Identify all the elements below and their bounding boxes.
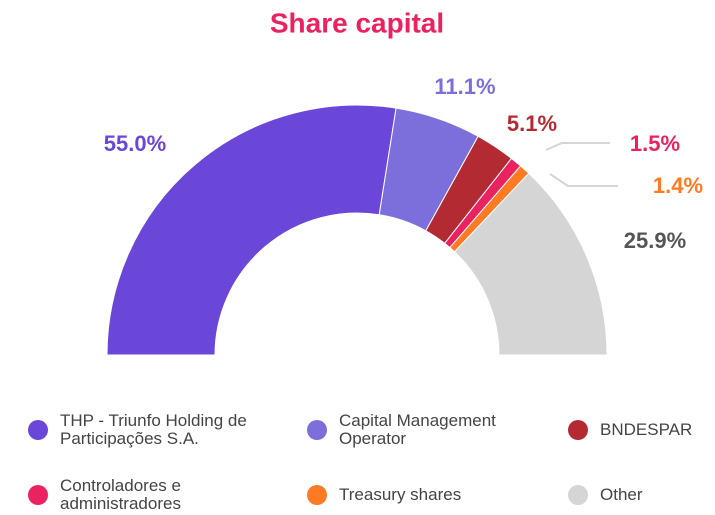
data-label: 55.0% — [104, 131, 166, 156]
legend-label: Controladores e administradores — [60, 476, 181, 513]
legend-swatch — [307, 420, 327, 440]
legend-label: THP - Triunfo Holding de Participações S… — [60, 411, 247, 448]
data-label: 1.5% — [630, 131, 680, 156]
data-label: 11.1% — [434, 74, 495, 99]
legend-label: Other — [600, 485, 643, 504]
data-label: 5.1% — [507, 111, 557, 136]
legend-swatch — [307, 485, 327, 505]
chart-title: Share capital — [270, 7, 444, 38]
leader-line — [549, 173, 618, 187]
data-label: 1.4% — [653, 173, 703, 198]
legend-item: Capital Management Operator — [307, 412, 547, 448]
legend-label: Capital Management Operator — [339, 411, 496, 448]
legend-item: THP - Triunfo Holding de Participações S… — [28, 412, 268, 448]
legend-swatch — [28, 485, 48, 505]
data-label: 25.9% — [624, 228, 686, 253]
legend-label: Treasury shares — [339, 485, 462, 504]
leader-line — [545, 142, 610, 151]
legend-item: Other — [568, 477, 708, 505]
chart-svg: Share capital 55.0% 11.1% 5.1% 1.5% 1.4% 25.9… — [104, 7, 703, 356]
legend-item: BNDESPAR — [568, 412, 708, 440]
slice — [453, 172, 608, 356]
legend-swatch — [568, 420, 588, 440]
slice — [106, 104, 397, 356]
legend-swatch — [28, 420, 48, 440]
legend-item: Controladores e administradores — [28, 477, 268, 513]
legend-label: BNDESPAR — [600, 420, 693, 439]
legend-item: Treasury shares — [307, 477, 547, 505]
legend-swatch — [568, 485, 588, 505]
